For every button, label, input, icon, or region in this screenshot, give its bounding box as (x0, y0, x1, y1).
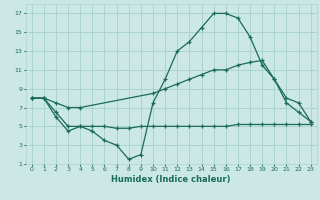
X-axis label: Humidex (Indice chaleur): Humidex (Indice chaleur) (111, 175, 231, 184)
